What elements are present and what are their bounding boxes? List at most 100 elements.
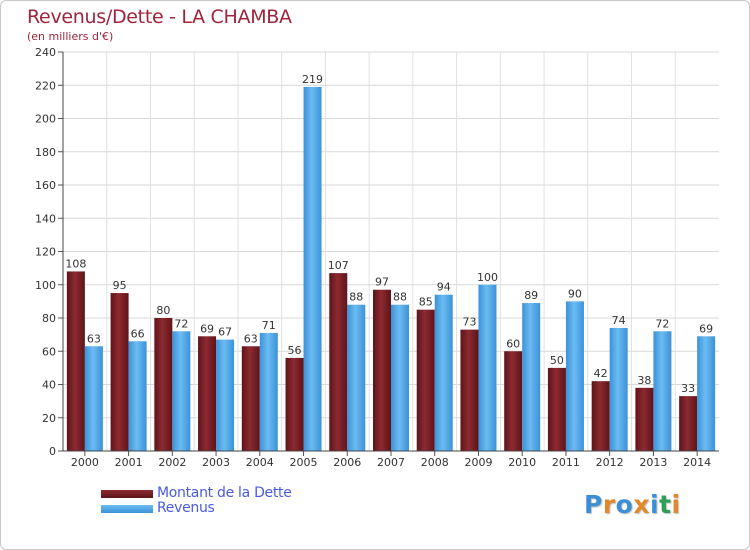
x-tick-label: 2011 (552, 456, 580, 469)
bar-dette (679, 396, 698, 451)
data-label-revenus: 72 (655, 317, 669, 330)
bar-dette (460, 329, 479, 451)
data-label-dette: 56 (288, 344, 302, 357)
data-label-revenus: 74 (612, 314, 626, 327)
logo-letter: r (602, 490, 616, 519)
data-label-revenus: 72 (174, 317, 188, 330)
data-label-revenus: 67 (218, 326, 232, 339)
data-label-dette: 50 (550, 354, 564, 367)
bar-dette (635, 387, 654, 451)
x-tick-label: 2012 (596, 456, 624, 469)
bar-dette (110, 293, 129, 451)
y-tick-label: 20 (42, 412, 56, 425)
bar-dette (416, 309, 435, 451)
bar-revenus (434, 294, 453, 451)
legend-swatch-revenus (101, 505, 153, 513)
data-label-revenus: 89 (524, 289, 538, 302)
legend-label-dette: Montant de la Dette (157, 485, 292, 501)
bar-revenus (84, 346, 103, 451)
data-label-dette: 33 (681, 382, 695, 395)
logo-letter: t (659, 490, 672, 519)
bar-revenus (303, 86, 322, 451)
y-tick-label: 100 (35, 279, 56, 292)
data-label-revenus: 94 (437, 281, 451, 294)
x-tick-label: 2010 (508, 456, 536, 469)
data-label-dette: 80 (156, 304, 170, 317)
data-label-dette: 60 (506, 337, 520, 350)
bar-dette (591, 381, 610, 451)
data-label-revenus: 69 (699, 322, 713, 335)
y-tick-label: 80 (42, 312, 56, 325)
x-tick-label: 2009 (464, 456, 492, 469)
bar-revenus (697, 336, 716, 451)
y-tick-label: 200 (35, 113, 56, 126)
data-label-revenus: 88 (393, 291, 407, 304)
bar-revenus (347, 304, 366, 451)
x-tick-label: 2006 (333, 456, 361, 469)
x-tick-label: 2002 (158, 456, 186, 469)
bar-revenus (565, 301, 584, 451)
bar-chart: 108 63 95 66 80 72 69 67 63 71 56 219 107 88 97 88 85 94 7… (35, 46, 719, 469)
bar-revenus (653, 331, 672, 451)
data-label-revenus: 66 (131, 327, 145, 340)
x-tick-label: 2001 (115, 456, 143, 469)
bar-revenus (172, 331, 191, 451)
data-label-dette: 97 (375, 276, 389, 289)
y-tick-label: 0 (49, 445, 56, 458)
bar-revenus (391, 304, 409, 451)
data-label-dette: 95 (113, 279, 127, 292)
bar-revenus (609, 327, 628, 451)
data-label-revenus: 90 (568, 287, 582, 300)
y-tick-label: 140 (35, 212, 56, 225)
y-tick-label: 120 (35, 246, 56, 259)
logo-letter: i (650, 490, 660, 519)
x-tick-label: 2013 (639, 456, 667, 469)
bar-dette (373, 289, 391, 451)
legend-label-revenus: Revenus (157, 500, 215, 516)
data-label-revenus: 88 (349, 291, 363, 304)
bar-revenus (522, 303, 541, 451)
bar-dette (547, 367, 566, 451)
x-tick-label: 2004 (246, 456, 274, 469)
bar-dette (154, 318, 173, 451)
bar-revenus (216, 339, 235, 451)
bar-revenus (259, 332, 278, 451)
logo-letter: i (671, 490, 681, 519)
bar-revenus (128, 341, 147, 451)
data-label-dette: 107 (328, 259, 349, 272)
bar-dette (198, 336, 217, 451)
bar-dette (241, 346, 260, 451)
data-label-revenus: 219 (302, 73, 323, 86)
y-tick-label: 40 (42, 379, 56, 392)
data-label-dette: 108 (65, 257, 86, 270)
proxiti-logo: Proxiti (584, 490, 681, 519)
bar-dette (66, 271, 85, 451)
x-tick-label: 2000 (71, 456, 99, 469)
y-tick-label: 160 (35, 179, 56, 192)
y-tick-label: 220 (35, 79, 56, 92)
legend-swatch-dette (101, 490, 153, 498)
x-tick-label: 2014 (683, 456, 711, 469)
data-label-dette: 85 (419, 296, 433, 309)
chart-title: Revenus/Dette - LA CHAMBA (27, 6, 292, 28)
logo-letter: x (633, 490, 650, 519)
bar-dette (285, 357, 304, 451)
data-label-revenus: 71 (262, 319, 276, 332)
x-tick-label: 2008 (421, 456, 449, 469)
data-label-revenus: 63 (87, 332, 101, 345)
logo-letter: o (615, 490, 634, 519)
x-tick-label: 2003 (202, 456, 230, 469)
bars-layer: 108 63 95 66 80 72 69 67 63 71 56 219 107 88 97 88 85 94 7… (65, 73, 716, 451)
bar-dette (504, 351, 523, 451)
axis-layer: 0 20 40 60 80 100 120 140 160 180 200 220 240 2000 200… (35, 46, 719, 469)
y-tick-label: 240 (35, 46, 56, 59)
data-label-dette: 42 (594, 367, 608, 380)
bar-revenus (478, 284, 497, 451)
chart-subtitle: (en milliers d'€) (27, 30, 114, 43)
x-tick-label: 2007 (377, 456, 405, 469)
x-tick-label: 2005 (290, 456, 318, 469)
data-label-dette: 38 (637, 374, 651, 387)
logo-letter: P (584, 490, 603, 519)
bar-dette (329, 273, 348, 451)
